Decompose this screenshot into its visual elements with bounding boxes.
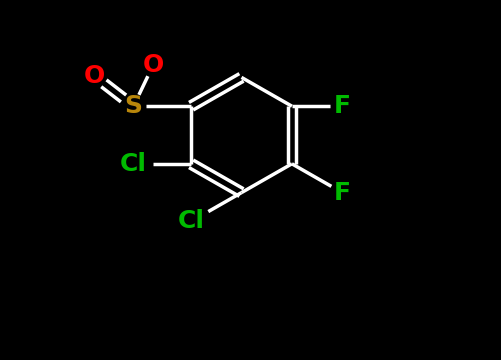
Text: Cl: Cl — [120, 152, 147, 176]
Text: F: F — [334, 181, 351, 204]
Text: O: O — [143, 53, 164, 77]
Text: Cl: Cl — [177, 210, 204, 233]
Text: O: O — [83, 64, 105, 87]
Text: F: F — [334, 94, 351, 118]
Text: S: S — [125, 94, 142, 118]
